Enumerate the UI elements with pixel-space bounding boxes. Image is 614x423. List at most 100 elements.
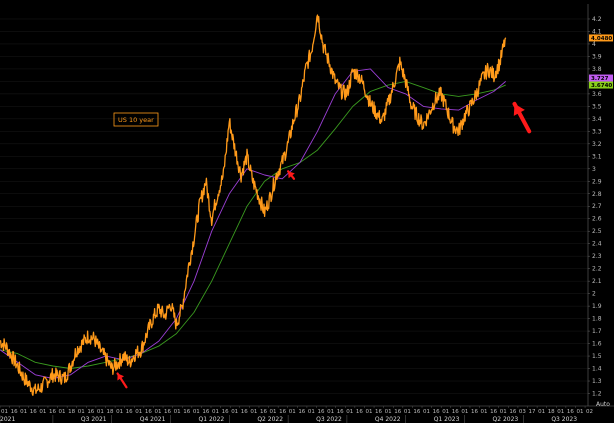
legend-label: US 10 year [118, 116, 154, 124]
x-tick-label: 16 [145, 409, 152, 415]
quarter-label: Q3 2023 [551, 416, 577, 423]
quarter-label: Q3 2021 [81, 416, 107, 423]
x-tick-label: 16 [413, 409, 420, 415]
value-badge-text-ma_long: 3.6740 [591, 83, 612, 89]
quarter-label: Q2 2022 [257, 416, 283, 423]
x-tick-label: 01 [289, 409, 296, 415]
y-tick-label: 4 [592, 41, 596, 48]
x-tick-label: 18 [107, 409, 114, 415]
x-tick-label: 01 [78, 409, 85, 415]
annotation-arrow-head [288, 171, 295, 179]
x-tick-label: 01 [557, 409, 564, 415]
auto-scale-label[interactable]: Auto [596, 401, 610, 408]
x-tick-label: 01 [442, 409, 449, 415]
y-tick-label: 2.6 [592, 216, 602, 223]
y-tick-label: 4.1 [592, 28, 602, 35]
x-tick-label: 16 [126, 409, 133, 415]
x-tick-label: 16 [394, 409, 401, 415]
y-tick-label: 1.3 [592, 378, 602, 385]
value-badge-ma_long [589, 81, 613, 89]
y-tick-label: 3.4 [592, 116, 602, 123]
x-tick-label: 03 [519, 409, 526, 415]
x-tick-label: 16 [164, 409, 171, 415]
value-badge-text-ma_short: 3.727 [591, 76, 609, 82]
x-tick-label: 17 [529, 409, 536, 415]
x-tick-label: 02 [586, 409, 593, 415]
x-tick-label: 16 [490, 409, 497, 415]
x-tick-label: 01 [538, 409, 545, 415]
x-tick-label: 16 [318, 409, 325, 415]
x-tick-label: 16 [241, 409, 248, 415]
series-line-ma_long [0, 80, 506, 369]
y-tick-label: 3.1 [592, 153, 602, 160]
quarter-label: Q1 2023 [434, 416, 460, 423]
y-tick-label: 3.5 [592, 103, 602, 110]
annotation-layer [116, 101, 532, 389]
quarter-label: Q3 2022 [316, 416, 342, 423]
x-tick-label: 16 [452, 409, 459, 415]
grid-layer [0, 18, 588, 394]
x-tick-label: 01 [174, 409, 181, 415]
x-tick-label: 16 [183, 409, 190, 415]
quarter-label: Q2 2023 [493, 416, 519, 423]
x-tick-label: 16 [509, 409, 516, 415]
x-tick-label: 01 [212, 409, 219, 415]
x-axis: 01 16 01 16 01 16 01 18 01 16 01 18 01 16 01 16 01 16 01 16… [0, 405, 614, 423]
y-tick-label: 2.7 [592, 203, 602, 210]
y-tick-label: 1.6 [592, 341, 602, 348]
quarter-label: Q4 2022 [375, 416, 401, 423]
x-tick-label: 16 [260, 409, 267, 415]
x-tick-label: 01 [1, 409, 8, 415]
y-tick-label: 2 [592, 291, 596, 298]
x-tick-label: 01 [97, 409, 104, 415]
x-tick-label: 16 [11, 409, 18, 415]
x-tick-label: 18 [68, 409, 75, 415]
y-tick-label: 2.8 [592, 191, 602, 198]
x-tick-label: 16 [356, 409, 363, 415]
series-line-price [0, 14, 507, 396]
x-tick-label: 01 [135, 409, 142, 415]
x-tick-label: 16 [30, 409, 37, 415]
x-tick-label: 01 [327, 409, 334, 415]
y-tick-label: 3 [592, 166, 596, 173]
y-tick-label: 2.1 [592, 278, 602, 285]
quarter-label: Q4 2021 [140, 416, 166, 423]
x-tick-label: 18 [548, 409, 555, 415]
y-tick-label: 1.7 [592, 328, 602, 335]
y-tick-label: 2.4 [592, 241, 602, 248]
x-tick-label: 16 [375, 409, 382, 415]
x-tick-label: 01 [193, 409, 200, 415]
x-tick-label: 01 [270, 409, 277, 415]
x-tick-label: 16 [202, 409, 209, 415]
x-tick-label: 01 [154, 409, 161, 415]
x-tick-label: 01 [308, 409, 315, 415]
x-tick-label: 16 [567, 409, 574, 415]
x-tick-label: 01 [20, 409, 27, 415]
annotation-arrow-head [513, 103, 525, 116]
y-tick-label: 3.2 [592, 141, 602, 148]
x-tick-label: 01 [404, 409, 411, 415]
value-badge-text-price: 4.0480 [591, 36, 612, 42]
series-layer [0, 14, 507, 396]
y-tick-label: 1.8 [592, 316, 602, 323]
y-tick-label: 2.2 [592, 266, 602, 273]
y-tick-label: 3.9 [592, 53, 602, 60]
annotation-arrow-head [117, 373, 125, 381]
y-tick-label: 1.5 [592, 353, 602, 360]
x-tick-label: 16 [87, 409, 94, 415]
value-badge-ma_short [589, 74, 613, 82]
x-tick-label: 16 [471, 409, 478, 415]
quarter-label: Q1 2022 [199, 416, 225, 423]
x-tick-label: 16 [337, 409, 344, 415]
x-tick-label: 16 [222, 409, 229, 415]
y-tick-label: 3.6 [592, 91, 602, 98]
y-tick-label: 3.8 [592, 66, 602, 73]
y-tick-label: 1.9 [592, 303, 602, 310]
x-tick-label: 01 [346, 409, 353, 415]
x-tick-label: 01 [461, 409, 468, 415]
x-tick-label: 01 [500, 409, 507, 415]
quarter-label: 2021 [0, 416, 15, 423]
